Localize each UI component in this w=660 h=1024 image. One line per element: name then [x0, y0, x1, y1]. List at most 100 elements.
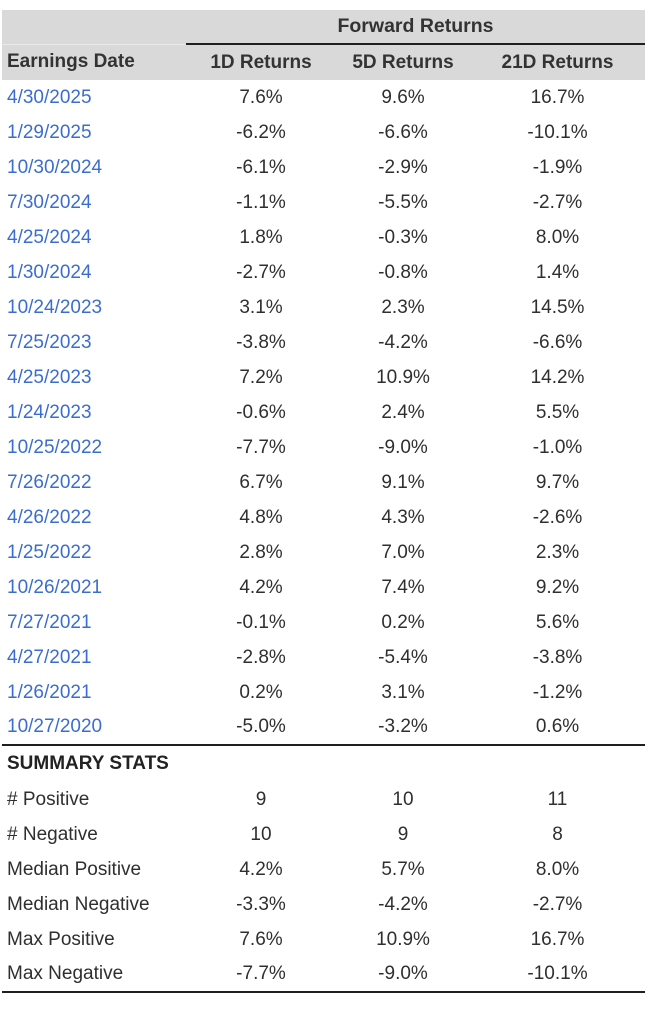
summary-1d-value: 7.6% [239, 928, 283, 950]
col-header-21d-returns: 21D Returns [501, 51, 614, 73]
return-21d-value: 2.3% [535, 541, 580, 563]
summary-stat-label: Max Positive [7, 928, 115, 950]
summary-stat-row: # Negative 10 9 8 [2, 817, 645, 852]
table-row: 7/26/2022 6.7% 9.1% 9.7% [2, 465, 645, 500]
table-row: 10/27/2020 -5.0% -3.2% 0.6% [2, 710, 645, 745]
return-21d-value: 1.4% [535, 261, 580, 283]
earnings-date-link[interactable]: 10/25/2022 [7, 436, 103, 458]
table-row: 4/25/2024 1.8% -0.3% 8.0% [2, 220, 645, 255]
return-5d-value: -5.4% [378, 646, 428, 668]
summary-5d-value: -4.2% [378, 893, 428, 915]
summary-21d-value: 11 [547, 788, 568, 810]
earnings-date-link[interactable]: 4/26/2022 [7, 506, 92, 528]
return-21d-value: 0.6% [535, 716, 580, 737]
return-21d-value: -1.9% [532, 156, 583, 178]
return-21d-value: -2.6% [532, 506, 583, 528]
return-5d-value: 7.4% [381, 576, 425, 598]
table-row: 1/25/2022 2.8% 7.0% 2.3% [2, 535, 645, 570]
return-1d-value: 3.1% [239, 296, 283, 318]
return-5d-value: -5.5% [378, 191, 428, 213]
earnings-date-link[interactable]: 4/25/2024 [7, 226, 92, 248]
return-21d-value: -1.2% [532, 681, 583, 703]
summary-stat-label: Max Negative [7, 963, 124, 984]
earnings-date-link[interactable]: 1/26/2021 [7, 681, 92, 703]
summary-stat-label: Median Negative [7, 893, 150, 915]
earnings-date-link[interactable]: 1/24/2023 [7, 401, 92, 423]
return-5d-value: -2.9% [378, 156, 428, 178]
return-21d-value: 5.6% [535, 611, 580, 633]
earnings-date-link[interactable]: 4/30/2025 [7, 86, 92, 108]
return-5d-value: 4.3% [381, 506, 425, 528]
table-row: 1/26/2021 0.2% 3.1% -1.2% [2, 675, 645, 710]
col-header-1d-returns: 1D Returns [210, 51, 312, 73]
return-21d-value: -3.8% [532, 646, 583, 668]
return-1d-value: -6.2% [236, 121, 286, 143]
col-header-earnings-date: Earnings Date [7, 51, 135, 73]
return-5d-value: -0.8% [378, 261, 428, 283]
return-1d-value: -0.1% [236, 611, 286, 633]
earnings-date-link[interactable]: 10/24/2023 [7, 296, 103, 318]
earnings-date-link[interactable]: 4/25/2023 [7, 366, 92, 388]
earnings-date-link[interactable]: 1/29/2025 [7, 121, 92, 143]
return-5d-value: 0.2% [381, 611, 425, 633]
table-row: 10/30/2024 -6.1% -2.9% -1.9% [2, 150, 645, 185]
summary-stat-row: # Positive 9 10 11 [2, 782, 645, 817]
earnings-date-link[interactable]: 4/27/2021 [7, 646, 92, 668]
return-1d-value: 4.2% [239, 576, 283, 598]
return-21d-value: -2.7% [532, 191, 583, 213]
summary-title: SUMMARY STATS [7, 753, 169, 774]
return-1d-value: -0.6% [236, 401, 286, 423]
earnings-date-link[interactable]: 10/30/2024 [7, 156, 103, 178]
summary-stat-label: Median Positive [7, 858, 142, 880]
return-1d-value: -7.7% [236, 436, 286, 458]
summary-21d-value: 8 [552, 823, 563, 845]
table-header: Forward Returns Earnings Date 1D Returns… [2, 10, 646, 80]
table-row: 4/27/2021 -2.8% -5.4% -3.8% [2, 640, 645, 675]
earnings-date-link[interactable]: 1/30/2024 [7, 261, 92, 283]
return-1d-value: -6.1% [236, 156, 286, 178]
summary-5d-value: 5.7% [381, 858, 425, 880]
return-1d-value: -2.7% [236, 261, 286, 283]
return-1d-value: -1.1% [236, 191, 286, 213]
summary-1d-value: 4.2% [239, 858, 283, 880]
summary-21d-value: 16.7% [530, 928, 585, 950]
forward-returns-group-header: Forward Returns [186, 10, 646, 45]
earnings-date-link[interactable]: 10/27/2020 [7, 716, 103, 737]
return-1d-value: 4.8% [239, 506, 283, 528]
summary-stat-row: Max Negative -7.7% -9.0% -10.1% [2, 957, 645, 992]
corner-cell [2, 10, 186, 45]
return-21d-value: 9.2% [535, 576, 580, 598]
table-row: 7/30/2024 -1.1% -5.5% -2.7% [2, 185, 645, 220]
forward-returns-table: Forward Returns Earnings Date 1D Returns… [2, 10, 646, 993]
summary-title-row: SUMMARY STATS [2, 745, 645, 782]
return-1d-value: -2.8% [236, 646, 286, 668]
return-5d-value: -9.0% [378, 436, 428, 458]
col-header-5d-returns: 5D Returns [352, 51, 454, 73]
table-row: 10/26/2021 4.2% 7.4% 9.2% [2, 570, 645, 605]
summary-5d-value: 10.9% [376, 928, 430, 950]
summary-1d-value: 9 [255, 788, 267, 810]
return-5d-value: 2.4% [381, 401, 425, 423]
table-row: 1/30/2024 -2.7% -0.8% 1.4% [2, 255, 645, 290]
summary-21d-value: 8.0% [535, 858, 580, 880]
return-21d-value: 8.0% [535, 226, 580, 248]
earnings-date-link[interactable]: 10/26/2021 [7, 576, 103, 598]
return-1d-value: 1.8% [239, 226, 283, 248]
table-row: 7/25/2023 -3.8% -4.2% -6.6% [2, 325, 645, 360]
return-21d-value: 14.2% [530, 366, 585, 388]
earnings-date-link[interactable]: 7/30/2024 [7, 191, 92, 213]
earnings-date-link[interactable]: 1/25/2022 [7, 541, 92, 563]
return-21d-value: -10.1% [527, 121, 588, 143]
summary-stat-row: Max Positive 7.6% 10.9% 16.7% [2, 922, 645, 957]
summary-stat-row: Median Positive 4.2% 5.7% 8.0% [2, 852, 645, 887]
earnings-date-link[interactable]: 7/25/2023 [7, 331, 92, 353]
return-5d-value: 3.1% [381, 681, 425, 703]
summary-stat-label: # Positive [7, 788, 90, 810]
return-21d-value: -1.0% [532, 436, 583, 458]
summary-5d-value: 9 [397, 823, 409, 845]
summary-section: SUMMARY STATS # Positive 9 10 11 # Negat… [2, 745, 645, 992]
return-5d-value: 2.3% [381, 296, 425, 318]
earnings-date-link[interactable]: 7/27/2021 [7, 611, 92, 633]
return-21d-value: 9.7% [535, 471, 580, 493]
earnings-date-link[interactable]: 7/26/2022 [7, 471, 92, 493]
